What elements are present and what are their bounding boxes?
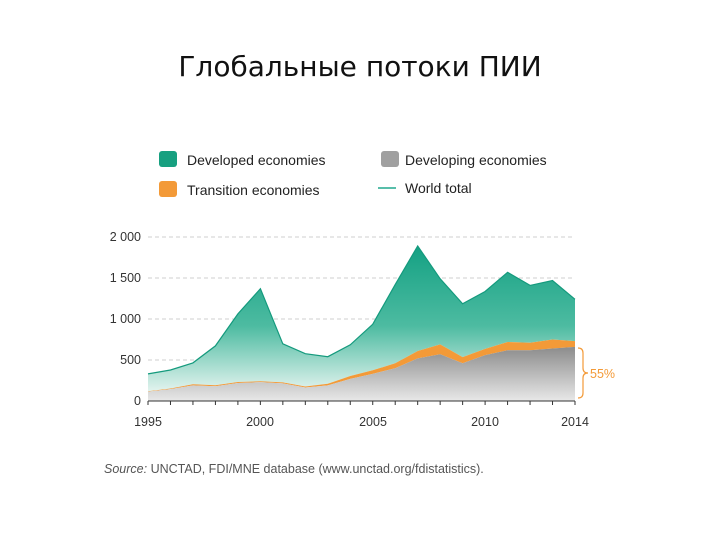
y-tick-label-0: 0: [134, 394, 141, 408]
source-label: Source:: [104, 462, 148, 476]
line-world-total: [147, 244, 576, 375]
legend-swatch-developed: [159, 151, 177, 167]
legend-label-transition: Transition economies: [187, 182, 320, 198]
x-tick-label-2010: 2010: [471, 415, 499, 429]
legend-swatch-transition: [159, 181, 177, 197]
slide-title: Глобальные потоки ПИИ: [178, 50, 542, 83]
x-axis-ticks: [147, 401, 576, 405]
source-note: Source: UNCTAD, FDI/MNE database (www.un…: [104, 462, 484, 476]
x-axis-labels: 1995 2000 2005 2010 2014: [134, 415, 589, 429]
source-text: UNCTAD, FDI/MNE database (www.unctad.org…: [150, 462, 484, 476]
share-bracket: [577, 347, 589, 399]
x-tick-label-2014: 2014: [561, 415, 589, 429]
x-tick-label-1995: 1995: [134, 415, 162, 429]
x-tick-label-2005: 2005: [359, 415, 387, 429]
y-tick-label-1500: 1 500: [110, 271, 141, 285]
legend-label-world-total: World total: [405, 180, 472, 196]
y-tick-label-2000: 2 000: [110, 230, 141, 244]
area-transition-economies: [148, 339, 575, 392]
legend: Developed economies Developing economies…: [159, 151, 547, 198]
legend-label-developed: Developed economies: [187, 152, 326, 168]
share-annotation-label: 55%: [590, 367, 615, 381]
y-tick-label-1000: 1 000: [110, 312, 141, 326]
x-tick-label-2000: 2000: [246, 415, 274, 429]
legend-label-developing: Developing economies: [405, 152, 547, 168]
area-developed-economies: [148, 246, 575, 392]
legend-swatch-developing: [381, 151, 399, 167]
y-tick-label-500: 500: [120, 353, 141, 367]
area-developing-economies: [148, 346, 575, 401]
y-axis-labels: 0 500 1 000 1 500 2 000: [110, 230, 141, 408]
